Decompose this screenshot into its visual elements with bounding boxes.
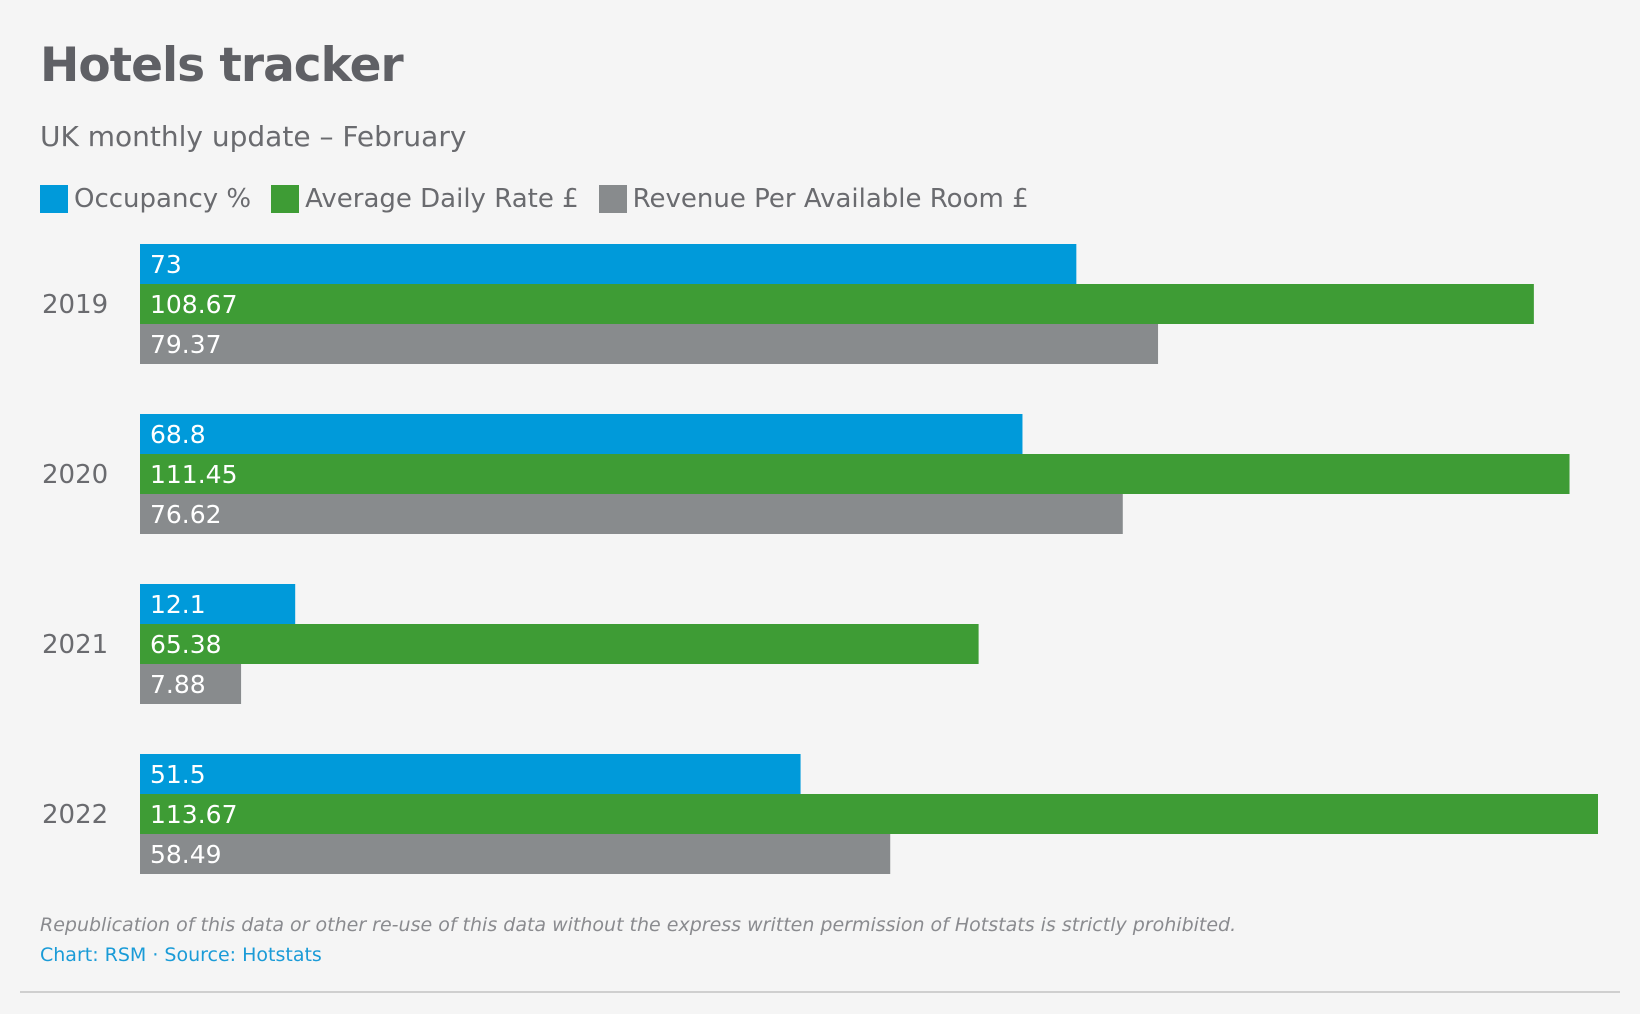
- legend-item-occupancy: Occupancy %: [40, 184, 251, 214]
- bottom-divider: [20, 991, 1620, 993]
- bar-value-label: 12.1: [150, 590, 206, 619]
- footnote: Republication of this data or other re-u…: [40, 914, 1237, 936]
- bar-average-daily-rate-2019: [140, 284, 1534, 324]
- bar-value-label: 51.5: [150, 760, 206, 789]
- bar-average-daily-rate-2020: [140, 454, 1570, 494]
- chart-title: Hotels tracker: [40, 38, 404, 93]
- bar-value-label: 73: [150, 250, 182, 279]
- bar-value-label: 58.49: [150, 840, 222, 869]
- bar-occupancy-2022: [140, 754, 801, 794]
- bar-average-daily-rate-2021: [140, 624, 979, 664]
- bar-value-label: 76.62: [150, 500, 222, 529]
- bar-occupancy-2020: [140, 414, 1023, 454]
- legend-label-adr: Average Daily Rate £: [305, 184, 579, 214]
- category-label-2020: 2020: [42, 460, 108, 490]
- bar-occupancy-2021: [140, 584, 296, 624]
- bar-value-label: 68.8: [150, 420, 206, 449]
- bar-revenue-per-available-room-2019: [140, 324, 1159, 364]
- category-label-2021: 2021: [42, 630, 108, 660]
- bar-revenue-per-available-room-2020: [140, 494, 1123, 534]
- legend-swatch-occupancy: [40, 185, 68, 213]
- legend-swatch-adr: [271, 185, 300, 213]
- legend-swatch-revpar: [598, 185, 627, 213]
- bar-value-label: 7.88: [150, 670, 206, 699]
- legend-label-occupancy: Occupancy %: [74, 184, 252, 214]
- legend-label-revpar: Revenue Per Available Room £: [632, 184, 1029, 214]
- bar-value-label: 111.45: [150, 460, 237, 489]
- chart-subtitle: UK monthly update – February: [40, 120, 467, 153]
- legend: Occupancy % Average Daily Rate £ Revenue…: [40, 184, 1049, 214]
- bar-value-label: 108.67: [150, 290, 237, 319]
- bar-value-label: 79.37: [150, 330, 222, 359]
- bar-revenue-per-available-room-2022: [140, 834, 891, 874]
- legend-item-adr: Average Daily Rate £: [271, 184, 579, 214]
- category-label-2022: 2022: [42, 800, 108, 830]
- bar-revenue-per-available-room-2021: [140, 664, 242, 704]
- legend-item-revpar: Revenue Per Available Room £: [598, 184, 1029, 214]
- bar-chart: 73 108.67 79.37 2019 68.8 111.45 76.62 2020 12.1…: [42, 244, 1598, 874]
- bar-value-label: 65.38: [150, 630, 222, 659]
- bar-value-label: 113.67: [150, 800, 237, 829]
- chart-credits: Chart: RSM · Source: Hotstats: [40, 944, 322, 966]
- bar-occupancy-2019: [140, 244, 1077, 284]
- category-label-2019: 2019: [42, 290, 108, 320]
- bar-average-daily-rate-2022: [140, 794, 1598, 834]
